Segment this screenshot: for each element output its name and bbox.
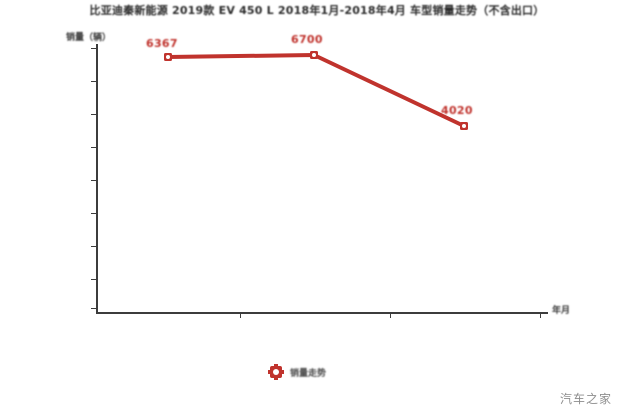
y-axis-tick	[91, 279, 96, 280]
y-axis-tick	[91, 48, 96, 49]
data-point-label: 6367	[146, 37, 178, 50]
series-line	[166, 53, 466, 128]
data-point-center	[462, 124, 466, 128]
series-markers	[164, 51, 468, 130]
x-axis-tick	[390, 314, 391, 318]
legend-marker-icon	[268, 364, 284, 380]
y-axis-tick	[91, 147, 96, 148]
y-axis-tick	[91, 213, 96, 214]
x-axis-tick	[240, 314, 241, 318]
y-axis-line	[96, 44, 98, 314]
y-axis-tick	[91, 246, 96, 247]
x-axis-label: 年月	[552, 306, 571, 316]
data-point-label: 6700	[291, 33, 323, 46]
y-axis-tick	[91, 114, 96, 115]
y-axis-tick	[91, 308, 96, 309]
legend[interactable]: 销量走势	[268, 364, 326, 380]
y-axis-tick	[91, 180, 96, 181]
watermark: 汽车之家	[559, 392, 612, 406]
data-point-label: 4020	[441, 104, 473, 117]
data-point-center	[166, 55, 170, 59]
x-axis-tick	[540, 314, 541, 318]
y-axis-label: 销量（辆）	[66, 33, 112, 43]
data-point-center	[312, 53, 316, 57]
chart-title: 比亚迪秦新能源 2019款 EV 450 L 2018年1月-2018年4月 车…	[89, 4, 545, 17]
y-axis-tick	[91, 81, 96, 82]
legend-label: 销量走势	[290, 368, 327, 379]
x-axis-line	[96, 312, 548, 314]
